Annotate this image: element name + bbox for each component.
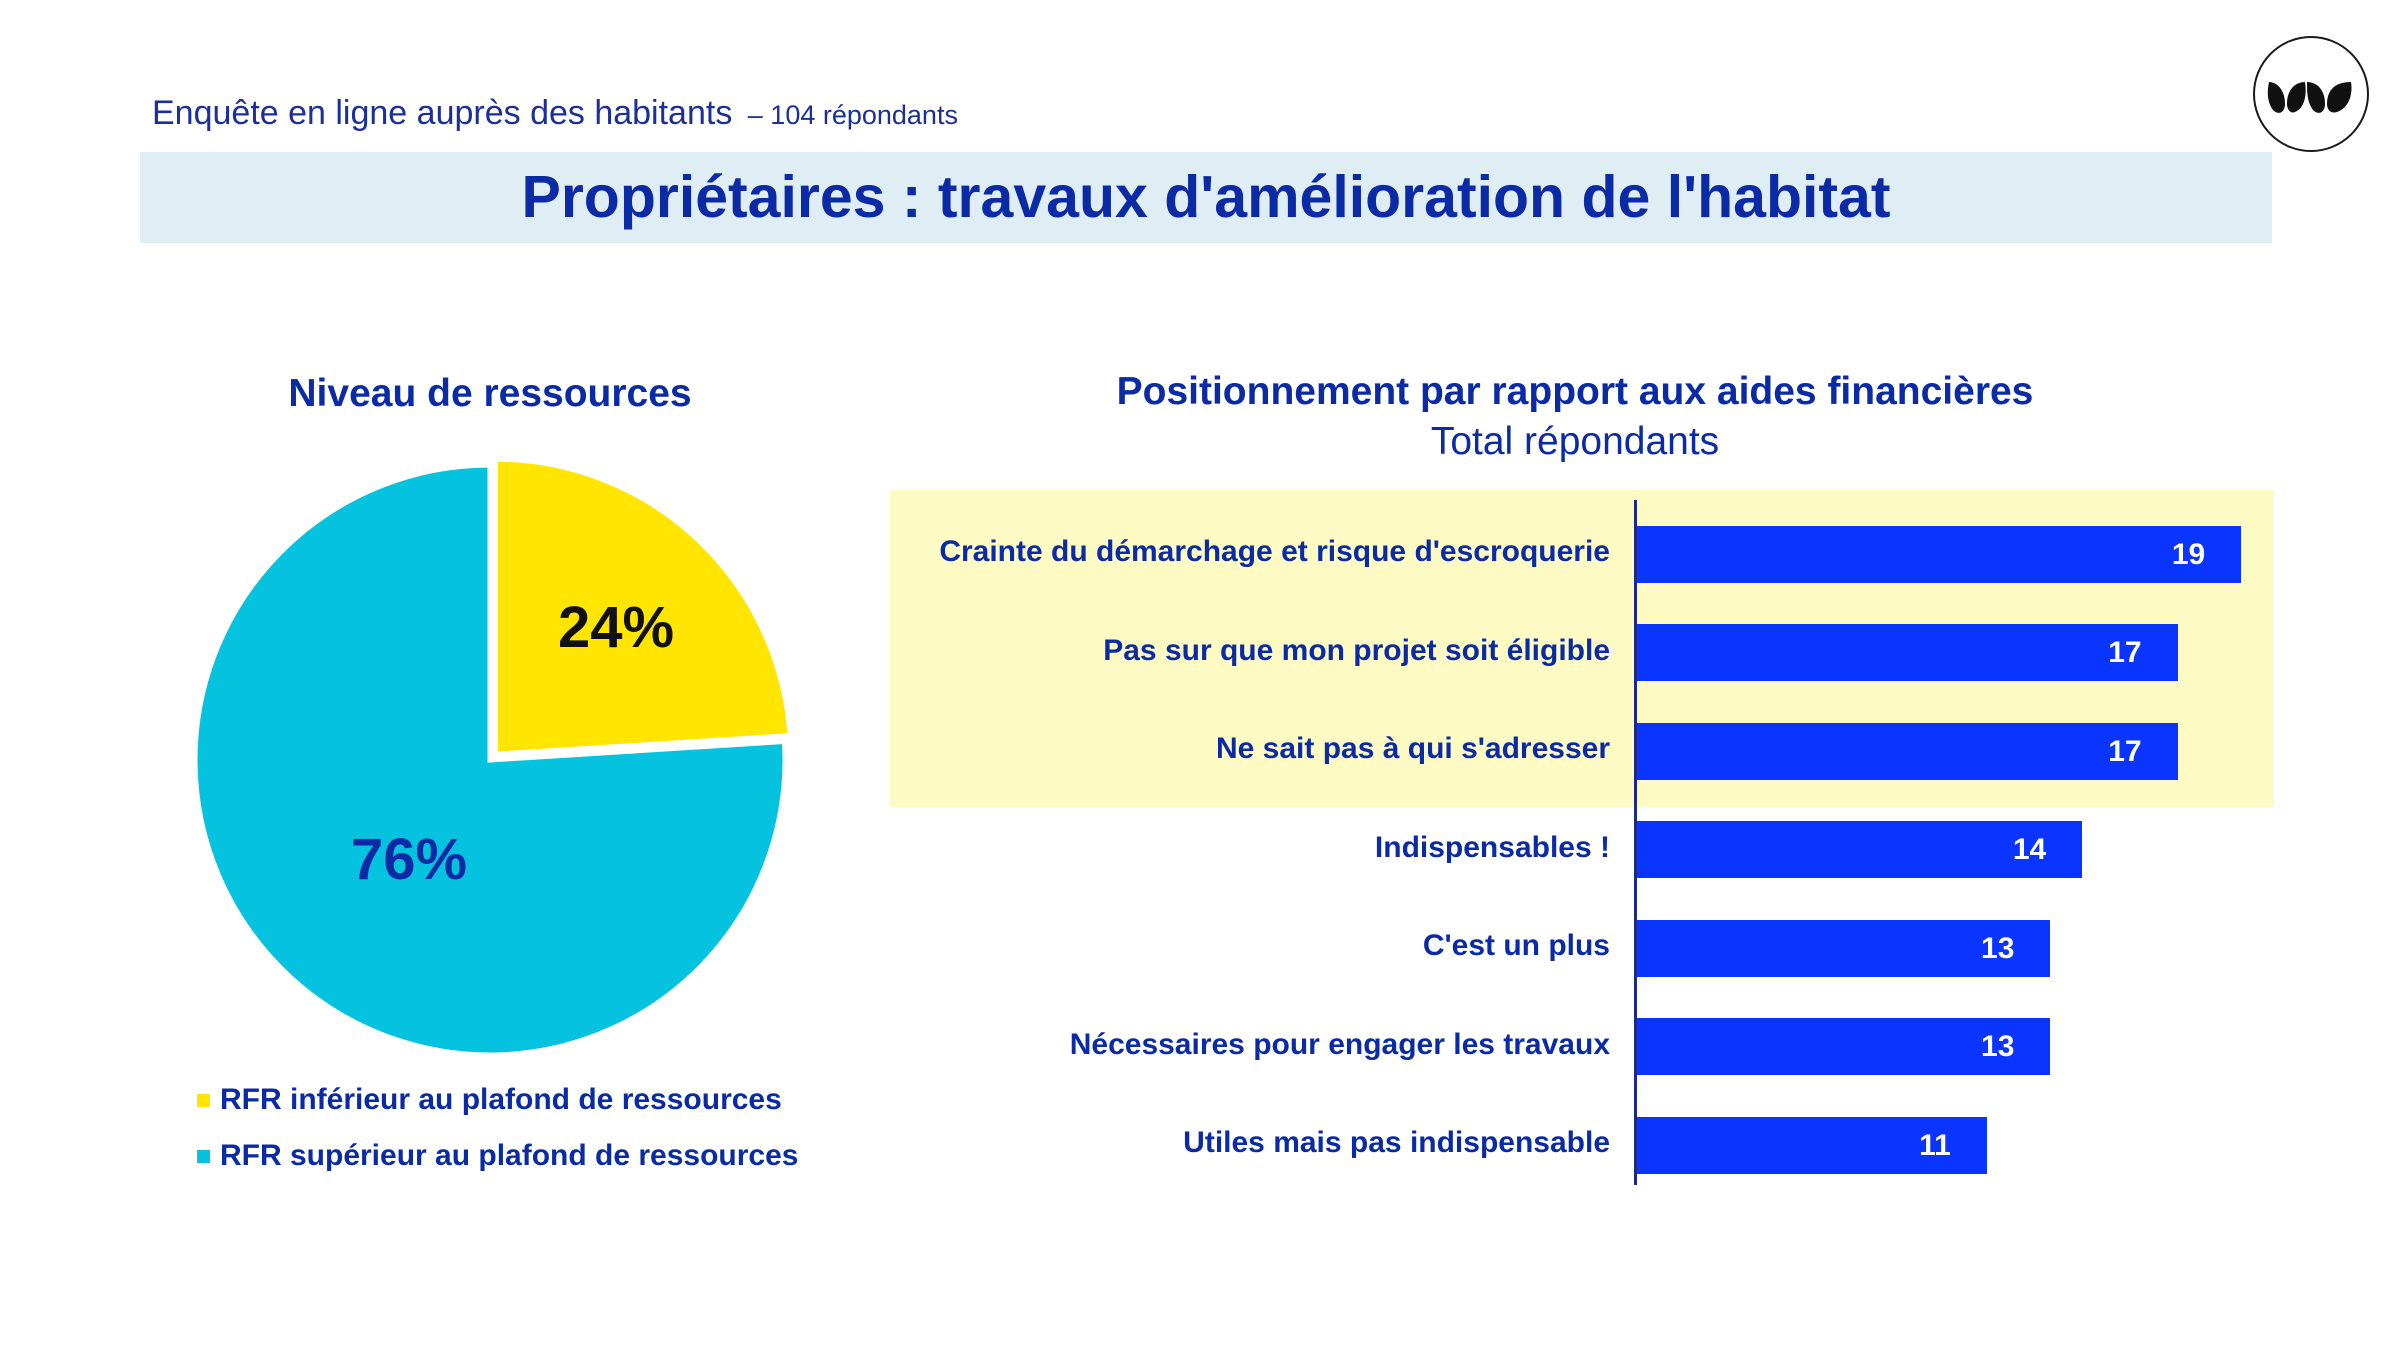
category-label: Nécessaires pour engager les travaux xyxy=(1069,1027,1610,1061)
legend-label-inferior: RFR inférieur au plafond de ressources xyxy=(220,1083,782,1116)
legend-label-superior: RFR supérieur au plafond de ressources xyxy=(220,1139,799,1172)
respondent-count: – 104 répondants xyxy=(747,100,958,130)
pie-slice-1 xyxy=(192,462,788,1058)
pie-chart-title: Niveau de ressources xyxy=(288,372,692,415)
bar-value-label: 13 xyxy=(1981,931,2015,965)
bar: 17 xyxy=(1637,624,2178,681)
pie-chart xyxy=(192,456,793,1058)
pie-label-inferior: 24% xyxy=(557,595,675,660)
bar: 17 xyxy=(1637,722,2178,780)
bar-value-label: 14 xyxy=(2012,833,2047,866)
bar-value-label: 11 xyxy=(1919,1128,1951,1162)
category-label: Ne sait pas à qui s'adresser xyxy=(1216,732,1610,765)
category-label: C'est un plus xyxy=(1422,929,1610,962)
legend-item-inferior: RFR inférieur au plafond de ressources xyxy=(197,1072,798,1128)
leaves-icon xyxy=(2267,82,2352,113)
legend-swatch-cyan xyxy=(197,1149,210,1163)
bar-value-label: 17 xyxy=(2108,734,2142,768)
category-label: Pas sur que mon projet soit éligible xyxy=(1103,633,1610,667)
category-label: Indispensables ! xyxy=(1374,830,1610,864)
bar-chart-subtitle: Total répondants xyxy=(1430,420,1720,463)
pie-legend: RFR inférieur au plafond de ressources R… xyxy=(197,1072,798,1184)
bar: 14 xyxy=(1637,821,2083,878)
category-label: Utiles mais pas indispensable xyxy=(1183,1126,1610,1159)
pie-slice-0 xyxy=(492,456,793,757)
page-title: Propriétaires : travaux d'amélioration d… xyxy=(521,164,1891,230)
legend-swatch-yellow xyxy=(197,1093,210,1107)
bar: 11 xyxy=(1637,1116,1987,1174)
pie-label-superior: 76% xyxy=(350,827,468,892)
bar: 13 xyxy=(1637,1018,2051,1075)
survey-caption: Enquête en ligne auprès des habitants – … xyxy=(152,94,958,133)
legend-item-superior: RFR supérieur au plafond de ressources xyxy=(197,1128,798,1184)
bar-value-label: 13 xyxy=(1981,1030,2015,1063)
title-band: Propriétaires : travaux d'amélioration d… xyxy=(140,152,2272,243)
category-axis xyxy=(1634,500,1637,1185)
bar: 19 xyxy=(1637,525,2242,583)
bar-value-label: 19 xyxy=(2171,537,2206,571)
category-label: Crainte du démarchage et risque d'escroq… xyxy=(939,535,1610,568)
survey-label: Enquête en ligne auprès des habitants xyxy=(152,94,733,132)
bar: 13 xyxy=(1637,919,2051,977)
bar-chart-title: Positionnement par rapport aux aides fin… xyxy=(1116,370,2034,413)
brand-logo xyxy=(2253,36,2369,152)
bar-value-label: 17 xyxy=(2108,636,2142,669)
